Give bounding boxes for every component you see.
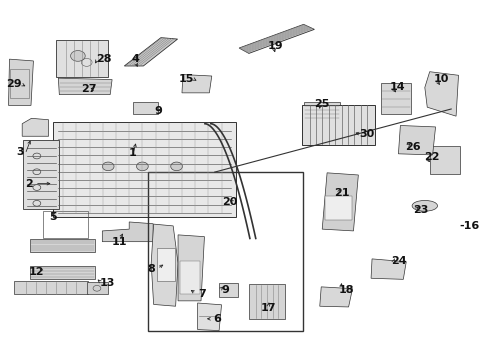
Bar bbox=[249, 284, 285, 319]
Text: 3: 3 bbox=[17, 147, 24, 157]
Polygon shape bbox=[197, 303, 221, 330]
Text: 9: 9 bbox=[221, 285, 229, 295]
Text: 5: 5 bbox=[49, 212, 57, 221]
Text: 24: 24 bbox=[392, 256, 407, 266]
Polygon shape bbox=[320, 287, 352, 307]
Polygon shape bbox=[239, 24, 315, 53]
Circle shape bbox=[137, 162, 148, 171]
Text: 12: 12 bbox=[28, 267, 44, 277]
Polygon shape bbox=[178, 235, 204, 301]
Text: 21: 21 bbox=[334, 188, 349, 198]
Text: -16: -16 bbox=[460, 221, 480, 230]
Bar bbox=[381, 83, 411, 114]
Text: 11: 11 bbox=[112, 237, 127, 247]
Bar bbox=[133, 102, 158, 114]
Text: 4: 4 bbox=[131, 54, 139, 64]
Text: 14: 14 bbox=[390, 82, 406, 93]
Bar bbox=[430, 146, 460, 174]
Bar bbox=[179, 261, 200, 294]
Text: 8: 8 bbox=[147, 264, 155, 274]
Bar bbox=[56, 40, 108, 77]
Polygon shape bbox=[371, 259, 406, 279]
Polygon shape bbox=[151, 224, 178, 306]
Text: 23: 23 bbox=[413, 205, 429, 215]
Polygon shape bbox=[58, 78, 112, 95]
Polygon shape bbox=[102, 222, 153, 242]
Bar bbox=[302, 105, 375, 145]
Text: 15: 15 bbox=[179, 73, 194, 84]
Bar bbox=[87, 282, 108, 294]
Circle shape bbox=[71, 50, 85, 61]
Text: 7: 7 bbox=[198, 289, 206, 299]
Text: 27: 27 bbox=[81, 84, 97, 94]
Text: 19: 19 bbox=[268, 41, 284, 51]
Text: 9: 9 bbox=[154, 106, 163, 116]
Ellipse shape bbox=[412, 201, 438, 211]
Bar bbox=[10, 69, 29, 98]
Polygon shape bbox=[53, 122, 236, 217]
Circle shape bbox=[171, 162, 182, 171]
Polygon shape bbox=[23, 140, 59, 210]
Polygon shape bbox=[398, 126, 436, 155]
Polygon shape bbox=[124, 38, 177, 66]
Text: 20: 20 bbox=[221, 197, 237, 207]
Bar bbox=[219, 283, 238, 297]
Circle shape bbox=[102, 162, 114, 171]
Bar bbox=[43, 211, 88, 238]
Text: 28: 28 bbox=[96, 54, 112, 64]
Bar bbox=[30, 239, 95, 252]
Polygon shape bbox=[425, 72, 459, 116]
Bar bbox=[14, 281, 88, 294]
Bar bbox=[304, 102, 340, 122]
Polygon shape bbox=[22, 118, 49, 136]
Text: 30: 30 bbox=[360, 129, 375, 139]
Text: 22: 22 bbox=[424, 152, 440, 162]
Text: 29: 29 bbox=[6, 79, 22, 89]
Polygon shape bbox=[182, 75, 212, 93]
Polygon shape bbox=[322, 173, 358, 231]
Text: 10: 10 bbox=[434, 73, 449, 84]
Text: 17: 17 bbox=[261, 303, 276, 313]
Text: 25: 25 bbox=[315, 99, 330, 109]
Bar bbox=[325, 196, 352, 220]
Bar bbox=[157, 248, 174, 281]
Bar bbox=[30, 266, 95, 279]
Polygon shape bbox=[8, 59, 33, 105]
Text: 18: 18 bbox=[339, 285, 354, 295]
Text: 1: 1 bbox=[129, 148, 137, 158]
Bar bbox=[148, 172, 303, 330]
Text: 13: 13 bbox=[99, 278, 115, 288]
Text: 6: 6 bbox=[213, 314, 221, 324]
Text: 26: 26 bbox=[405, 141, 420, 152]
Text: 2: 2 bbox=[25, 179, 33, 189]
